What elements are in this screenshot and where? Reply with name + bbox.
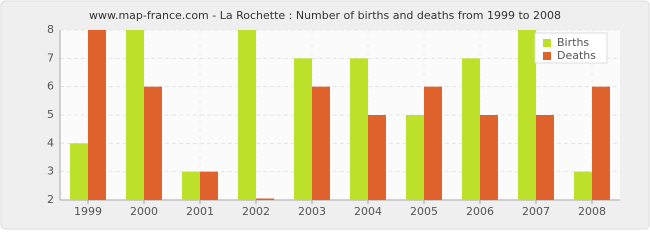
bar bbox=[200, 171, 218, 200]
bar bbox=[256, 198, 274, 200]
legend-swatch bbox=[543, 52, 551, 60]
legend-label: Deaths bbox=[557, 49, 596, 62]
y-tick-label: 7 bbox=[47, 51, 54, 64]
y-tick-label: 4 bbox=[47, 136, 54, 149]
bar bbox=[88, 30, 106, 200]
y-tick-label: 6 bbox=[47, 80, 54, 93]
x-tick-label: 2008 bbox=[578, 205, 606, 218]
bar bbox=[294, 58, 312, 201]
bar bbox=[70, 143, 88, 200]
x-tick-label: 2002 bbox=[242, 205, 270, 218]
chart-title: www.map-france.com - La Rochette : Numbe… bbox=[89, 9, 561, 22]
bar bbox=[350, 58, 368, 201]
bar bbox=[462, 58, 480, 201]
bar bbox=[312, 86, 330, 200]
bar bbox=[406, 115, 424, 200]
bar bbox=[182, 171, 200, 200]
x-tick-label: 1999 bbox=[74, 205, 102, 218]
bar bbox=[518, 30, 536, 200]
legend-label: Births bbox=[557, 36, 589, 49]
bar bbox=[238, 30, 256, 200]
x-tick-label: 2004 bbox=[354, 205, 382, 218]
y-tick-label: 2 bbox=[47, 193, 54, 206]
bar bbox=[368, 115, 386, 200]
y-tick-label: 5 bbox=[47, 108, 54, 121]
y-tick-label: 3 bbox=[47, 165, 54, 178]
bar bbox=[574, 171, 592, 200]
y-tick-label: 8 bbox=[47, 23, 54, 36]
bar bbox=[144, 86, 162, 200]
x-tick-label: 2001 bbox=[186, 205, 214, 218]
x-tick-label: 2000 bbox=[130, 205, 158, 218]
bar bbox=[480, 115, 498, 200]
chart: www.map-france.com - La Rochette : Numbe… bbox=[0, 0, 650, 230]
bar bbox=[424, 86, 442, 200]
x-tick-label: 2005 bbox=[410, 205, 438, 218]
bar bbox=[126, 30, 144, 200]
bar bbox=[592, 86, 610, 200]
x-tick-label: 2007 bbox=[522, 205, 550, 218]
legend-swatch bbox=[543, 39, 551, 47]
x-tick-label: 2003 bbox=[298, 205, 326, 218]
bar bbox=[536, 115, 554, 200]
x-tick-label: 2006 bbox=[466, 205, 494, 218]
